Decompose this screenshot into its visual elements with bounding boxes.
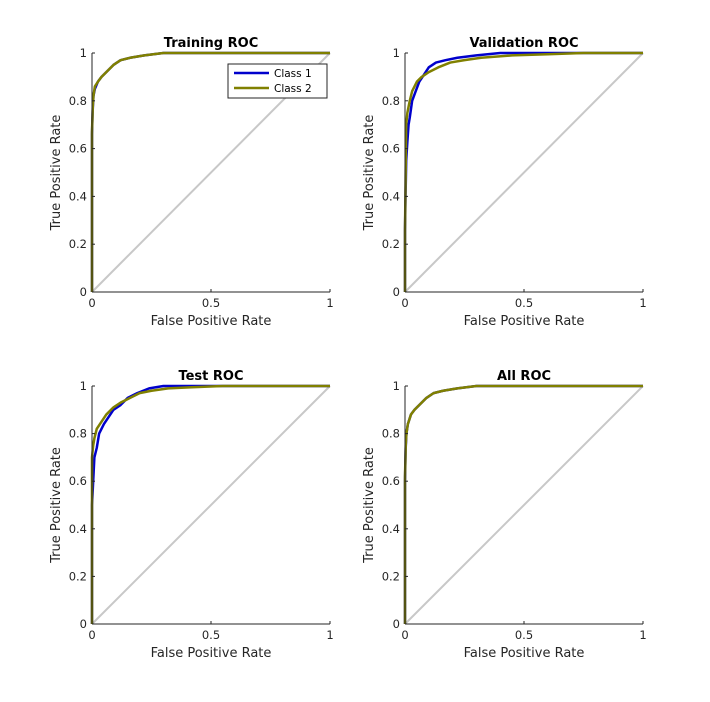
y-tick-label: 1 [80, 46, 87, 60]
x-tick-label: 0 [88, 296, 95, 310]
y-tick-label: 0.4 [382, 189, 400, 203]
roc-curve-class-1 [90, 384, 330, 624]
y-tick-label: 0.4 [69, 189, 87, 203]
y-axis-label: True Positive Rate [362, 447, 377, 564]
x-axis-label: False Positive Rate [464, 646, 585, 661]
x-tick-label: 1 [326, 296, 333, 310]
x-tick-label: 0.5 [515, 296, 533, 310]
y-tick-label: 0.6 [382, 474, 400, 488]
x-tick-label: 1 [639, 628, 646, 642]
y-tick-label: 0.2 [69, 237, 87, 251]
y-tick-label: 0.8 [382, 94, 400, 108]
y-tick-label: 0.4 [382, 522, 400, 536]
y-tick-label: 0.6 [69, 474, 87, 488]
x-tick-label: 0.5 [202, 296, 220, 310]
y-tick-label: 0.8 [69, 427, 87, 441]
y-tick-label: 0.8 [382, 427, 400, 441]
x-tick-label: 1 [639, 296, 646, 310]
y-tick-label: 1 [393, 379, 400, 393]
x-tick-label: 0.5 [515, 628, 533, 642]
chart-title: All ROC [497, 369, 551, 384]
y-tick-label: 0.2 [382, 237, 400, 251]
y-tick-label: 0.2 [69, 569, 87, 583]
x-tick-label: 0 [88, 628, 95, 642]
y-tick-label: 0.2 [382, 569, 400, 583]
y-tick-label: 0.8 [69, 94, 87, 108]
y-axis-label: True Positive Rate [49, 115, 64, 232]
roc-panel-1: 0 0.5 1 0 0.2 0.4 0.6 0.8 1 Training ROC False Pos… [49, 36, 334, 329]
x-tick-label: 0.5 [202, 628, 220, 642]
y-tick-label: 0.6 [69, 142, 87, 156]
legend: Class 1 Class 2 [227, 63, 328, 99]
legend-entry: Class 1 [274, 68, 312, 80]
x-tick-label: 0 [401, 296, 408, 310]
x-tick-label: 1 [326, 628, 333, 642]
y-tick-label: 1 [393, 46, 400, 60]
legend-box [227, 63, 328, 99]
y-axis-label: True Positive Rate [362, 115, 377, 232]
y-tick-label: 0.6 [382, 142, 400, 156]
diagonal-reference-line [404, 385, 644, 625]
y-tick-label: 0 [80, 617, 87, 631]
chart-title: Test ROC [178, 369, 243, 384]
diagonal-reference-line [91, 385, 331, 625]
y-tick-label: 0 [80, 285, 87, 299]
x-tick-label: 0 [401, 628, 408, 642]
x-axis-label: False Positive Rate [151, 314, 272, 329]
chart-title: Validation ROC [469, 36, 578, 51]
y-axis-label: True Positive Rate [49, 447, 64, 564]
diagonal-reference-line [404, 52, 644, 293]
legend-entry: Class 2 [274, 83, 312, 95]
roc-panel-2: 0 0.5 1 0 0.2 0.4 0.6 0.8 1 Validation ROC False P… [362, 36, 647, 329]
roc-curve-class-2 [403, 51, 643, 292]
roc-panel-3: 0 0.5 1 0 0.2 0.4 0.6 0.8 1 Test ROC False Positiv… [49, 369, 334, 661]
x-axis-label: False Positive Rate [151, 646, 272, 661]
x-axis-label: False Positive Rate [464, 314, 585, 329]
y-tick-label: 0 [393, 617, 400, 631]
y-tick-label: 1 [80, 379, 87, 393]
roc-curve-class-2 [403, 384, 643, 624]
y-tick-label: 0 [393, 285, 400, 299]
roc-curve-class-2 [90, 51, 330, 292]
roc-panel-4: 0 0.5 1 0 0.2 0.4 0.6 0.8 1 All ROC False Positive… [362, 369, 647, 661]
roc-curve-class-2 [90, 384, 330, 624]
y-tick-label: 0.4 [69, 522, 87, 536]
chart-title: Training ROC [164, 36, 258, 51]
